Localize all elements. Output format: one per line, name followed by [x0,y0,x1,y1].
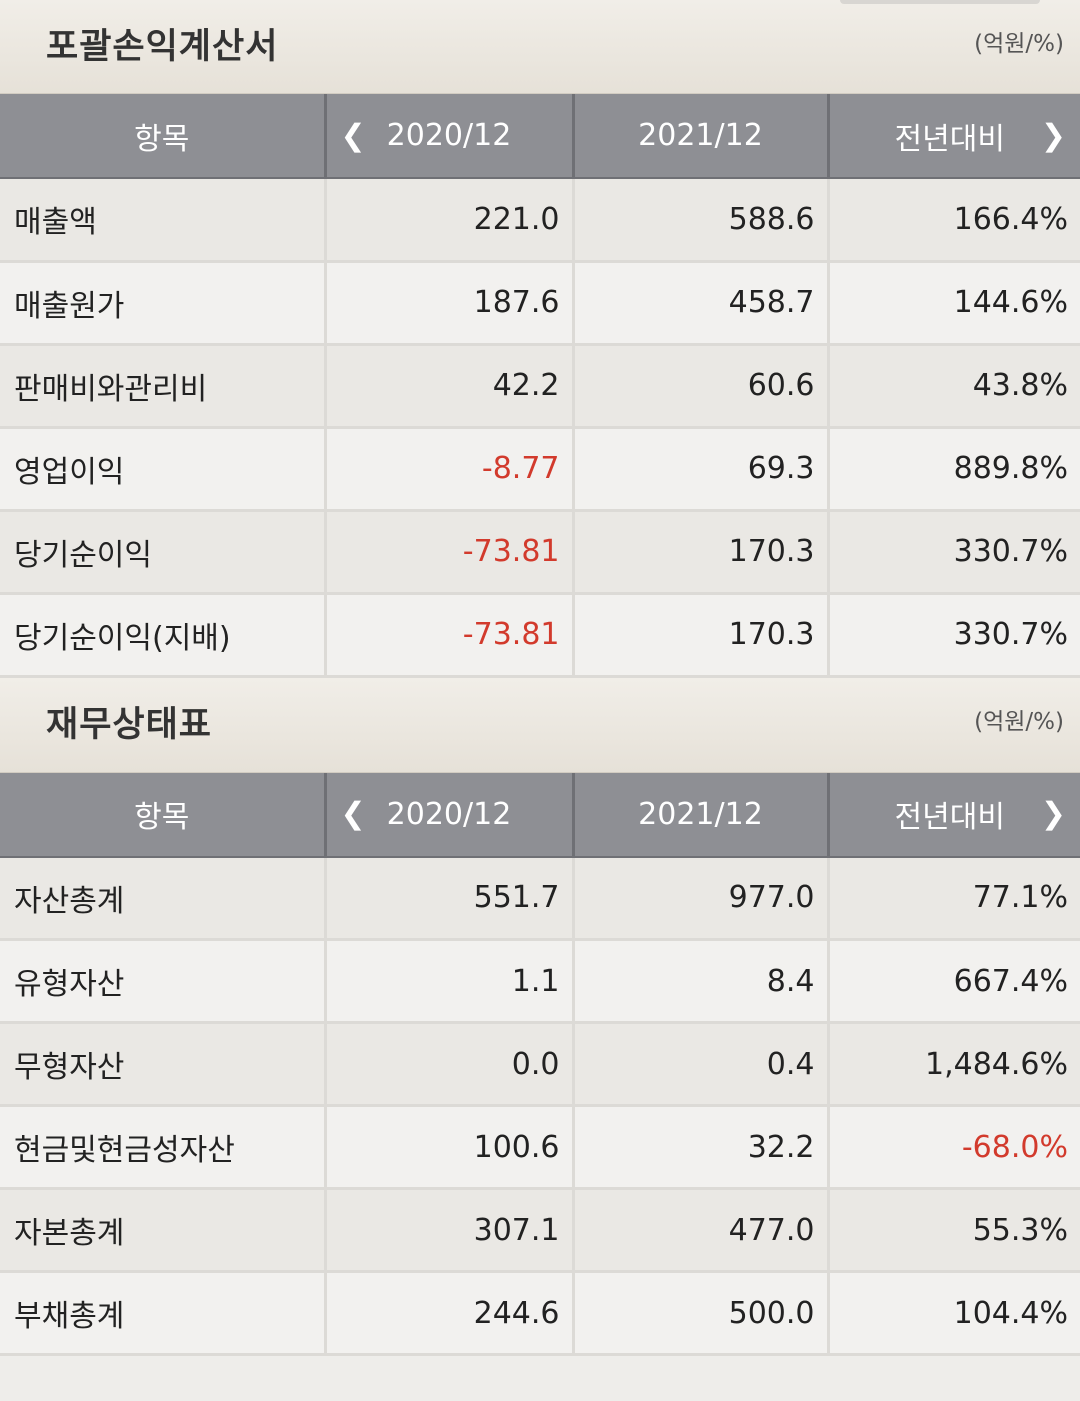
balance-table: 항목 ❮ 2020/12 2021/12 전년대비 ❯ 자산총계 551.7 977… [0,772,1080,1356]
chevron-right-icon[interactable]: ❯ [1040,118,1066,153]
row-label: 매출원가 [0,261,327,346]
row-label: 당기순이익(지배) [0,593,327,678]
chevron-left-icon[interactable]: ❮ [340,796,366,832]
value-yoy: -68.0% [828,1105,1080,1190]
value-yoy: 104.4% [828,1271,1080,1356]
top-accent-bar [840,0,1040,4]
value-2021: 8.4 [573,939,830,1024]
income-header-row: 항목 ❮ 2020/12 2021/12 전년대비 ❯ [0,94,1080,179]
table-row: 자본총계 307.1 477.0 55.3% [0,1188,1080,1273]
value-2020: -73.81 [325,510,575,595]
table-row: 매출액 221.0 588.6 166.4% [0,178,1080,263]
col-header-2021: 2021/12 [573,94,830,179]
table-row: 무형자산 0.0 0.4 1,484.6% [0,1022,1080,1107]
balance-section-title: 재무상태표 [46,704,213,745]
value-2021: 588.6 [573,178,830,263]
value-2020: 221.0 [325,178,575,263]
value-2020: 1.1 [325,939,575,1024]
balance-section-header: 재무상태표 (억원/%) [0,677,1080,773]
value-2021: 170.3 [573,593,830,678]
table-row: 매출원가 187.6 458.7 144.6% [0,261,1080,346]
value-2020: 100.6 [325,1105,575,1190]
value-2021: 60.6 [573,344,830,429]
value-2021: 170.3 [573,510,830,595]
value-2020: 244.6 [325,1271,575,1356]
col-header-2020: ❮ 2020/12 [325,94,575,179]
income-table: 항목 ❮ 2020/12 2021/12 전년대비 ❯ 매출액 221.0 588.… [0,94,1080,678]
income-section-header: 포괄손익계산서 (억원/%) [0,0,1080,94]
table-row: 부채총계 244.6 500.0 104.4% [0,1271,1080,1356]
col-header-2020: ❮ 2020/12 [325,772,575,858]
col-header-yoy: 전년대비 ❯ [828,772,1080,858]
value-2020: -8.77 [325,427,575,512]
value-2020: 307.1 [325,1188,575,1273]
value-2021: 32.2 [573,1105,830,1190]
row-label: 판매비와관리비 [0,344,327,429]
value-yoy: 166.4% [828,178,1080,263]
value-2020: 187.6 [325,261,575,346]
income-section-title: 포괄손익계산서 [46,27,279,67]
chevron-right-icon[interactable]: ❯ [1040,796,1066,832]
table-row: 판매비와관리비 42.2 60.6 43.8% [0,344,1080,429]
value-yoy: 330.7% [828,510,1080,595]
row-label: 매출액 [0,178,327,263]
value-yoy: 144.6% [828,261,1080,346]
value-2020: 42.2 [325,344,575,429]
value-2020: -73.81 [325,593,575,678]
value-2021: 69.3 [573,427,830,512]
row-label: 무형자산 [0,1022,327,1107]
col-header-yoy: 전년대비 ❯ [828,94,1080,179]
value-yoy: 330.7% [828,593,1080,678]
col-header-item: 항목 [0,94,327,179]
col-header-2021: 2021/12 [573,772,830,858]
col-header-item: 항목 [0,772,327,858]
value-2020: 0.0 [325,1022,575,1107]
income-unit-label: (억원/%) [974,31,1064,57]
row-label: 부채총계 [0,1271,327,1356]
table-row: 당기순이익 -73.81 170.3 330.7% [0,510,1080,595]
row-label: 자산총계 [0,856,327,941]
value-yoy: 1,484.6% [828,1022,1080,1107]
value-2021: 458.7 [573,261,830,346]
value-2021: 977.0 [573,856,830,941]
value-yoy: 55.3% [828,1188,1080,1273]
table-row: 영업이익 -8.77 69.3 889.8% [0,427,1080,512]
table-row: 현금및현금성자산 100.6 32.2 -68.0% [0,1105,1080,1190]
value-2021: 0.4 [573,1022,830,1107]
value-2021: 477.0 [573,1188,830,1273]
row-label: 유형자산 [0,939,327,1024]
row-label: 당기순이익 [0,510,327,595]
row-label: 현금및현금성자산 [0,1105,327,1190]
chevron-left-icon[interactable]: ❮ [340,118,366,153]
table-row: 자산총계 551.7 977.0 77.1% [0,856,1080,941]
value-yoy: 77.1% [828,856,1080,941]
value-2020: 551.7 [325,856,575,941]
balance-unit-label: (억원/%) [974,708,1064,735]
row-label: 영업이익 [0,427,327,512]
row-label: 자본총계 [0,1188,327,1273]
value-yoy: 889.8% [828,427,1080,512]
value-2021: 500.0 [573,1271,830,1356]
value-yoy: 43.8% [828,344,1080,429]
table-row: 당기순이익(지배) -73.81 170.3 330.7% [0,593,1080,678]
table-row: 유형자산 1.1 8.4 667.4% [0,939,1080,1024]
balance-header-row: 항목 ❮ 2020/12 2021/12 전년대비 ❯ [0,772,1080,858]
value-yoy: 667.4% [828,939,1080,1024]
